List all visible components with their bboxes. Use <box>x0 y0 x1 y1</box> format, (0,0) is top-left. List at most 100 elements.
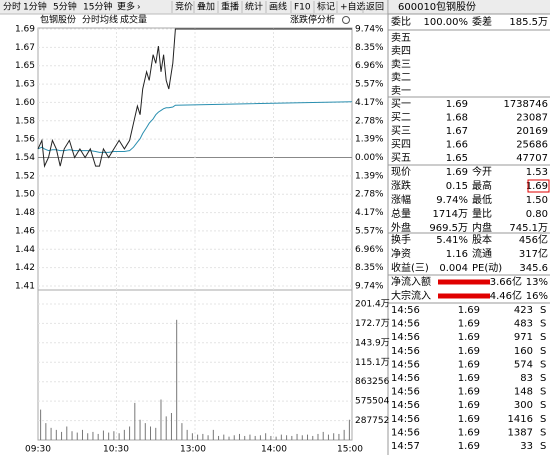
price-line <box>37 28 352 168</box>
quote-value: 969.5万 <box>429 223 468 234</box>
toolbar-button[interactable]: 统计 <box>245 1 263 13</box>
trade-side: S <box>540 414 546 425</box>
tab[interactable]: 1分钟 <box>23 1 47 13</box>
toolbar-button[interactable]: 竞价 <box>175 1 193 13</box>
panel-text: 委差 <box>472 15 492 28</box>
quote-label: 涨幅 <box>391 193 411 206</box>
price-tick: 1.48 <box>15 208 35 218</box>
ask-label: 卖五 <box>391 32 411 44</box>
trade-price: 1.69 <box>458 414 480 425</box>
trade-price: 1.69 <box>458 427 480 438</box>
pct-tick: 6.96% <box>355 245 384 255</box>
stock-name: 包钢股份 <box>40 14 76 26</box>
panel-text: 委比 <box>391 15 411 28</box>
quote-label: 最高 <box>472 179 492 192</box>
panel-header <box>389 0 550 14</box>
flow-pct: 13% <box>526 277 548 288</box>
high-box <box>527 179 550 193</box>
toolbar-button[interactable]: 画线 <box>269 1 287 13</box>
pct-tick: 9.74% <box>355 25 384 35</box>
more-arrow: › <box>137 3 141 13</box>
quote-value: 1.69 <box>526 181 548 192</box>
fund-label: 收益(三) <box>391 261 429 274</box>
tab[interactable]: 5分钟 <box>53 1 77 13</box>
price-tick: 1.42 <box>15 263 35 273</box>
trade-price: 1.69 <box>458 319 480 330</box>
time-label: 10:30 <box>103 445 129 455</box>
fund-label: PE(动) <box>472 262 502 274</box>
pct-tick: 2.78% <box>355 190 384 200</box>
ask-label: 卖二 <box>391 72 411 84</box>
trade-qty: 148 <box>514 387 533 398</box>
ask-label: 卖四 <box>391 45 411 57</box>
price-tick: 1.69 <box>15 25 35 35</box>
price-tick: 1.41 <box>15 282 35 292</box>
toolbar-button[interactable]: F10 <box>294 3 311 13</box>
trade-qty: 574 <box>514 359 533 370</box>
trade-side: S <box>540 332 546 343</box>
quote-value: 745.1万 <box>509 223 548 234</box>
vol-tick: 143.9万 <box>355 338 390 348</box>
toolbar-button[interactable]: +自选 <box>340 1 366 13</box>
chart-tab[interactable]: 均线 <box>100 14 118 26</box>
trade-side: S <box>540 359 546 370</box>
trade-side: S <box>540 400 546 411</box>
trade-time: 14:57 <box>391 441 420 452</box>
price-tick: 1.63 <box>15 80 35 90</box>
flow-amount: 4.46亿 <box>490 289 522 302</box>
fund-value: 5.41% <box>436 235 468 246</box>
bid-price: 1.66 <box>446 140 468 151</box>
trade-side: S <box>540 387 546 398</box>
flow-pct: 16% <box>526 291 548 302</box>
bid-price: 1.67 <box>446 126 468 137</box>
chart-tab[interactable]: 分时 <box>82 14 100 26</box>
pct-tick: 4.17% <box>355 208 384 218</box>
trade-price: 1.69 <box>458 305 480 316</box>
bid-label: 买三 <box>391 125 411 137</box>
trade-time: 14:56 <box>391 332 420 343</box>
fund-value: 345.6 <box>519 263 548 274</box>
fund-value: 456亿 <box>519 233 548 246</box>
trade-qty: 423 <box>514 305 533 316</box>
trade-price: 1.69 <box>458 387 480 398</box>
bid-price: 1.69 <box>446 99 468 110</box>
price-tick: 1.60 <box>15 98 35 108</box>
toolbar-button[interactable]: 重播 <box>221 1 239 13</box>
bid-price: 1.68 <box>446 113 468 124</box>
toolbar-button[interactable]: 返回 <box>366 1 384 13</box>
quote-value: 1714万 <box>433 209 468 220</box>
bid-price: 1.65 <box>446 153 468 164</box>
quote-value: 1.50 <box>526 195 548 206</box>
trade-time: 14:56 <box>391 319 420 330</box>
limit-analysis[interactable]: 涨跌停分析 <box>290 14 335 26</box>
tab[interactable]: 15分钟 <box>83 1 112 13</box>
vol-tick: 575504 <box>355 397 390 407</box>
tab[interactable]: 更多 <box>117 1 135 13</box>
trade-time: 14:56 <box>391 359 420 370</box>
trade-price: 1.69 <box>458 332 480 343</box>
trade-qty: 1387 <box>508 427 533 438</box>
pct-tick: 1.39% <box>355 135 384 145</box>
settings-icon[interactable] <box>342 16 350 24</box>
price-tick: 1.65 <box>15 61 35 71</box>
chart-tab[interactable]: 成交量 <box>120 14 147 26</box>
toolbar-button[interactable]: 叠加 <box>197 2 215 13</box>
flow-label: 净流入额 <box>391 275 431 288</box>
pct-tick: 5.57% <box>355 80 384 90</box>
ask-label: 卖一 <box>391 85 411 97</box>
tab[interactable]: 分时 <box>3 1 21 13</box>
trade-side: S <box>540 427 546 438</box>
trade-qty: 33 <box>520 441 533 452</box>
flow-label: 大宗流入 <box>391 289 431 302</box>
bid-qty: 47707 <box>516 153 548 164</box>
toolbar-button[interactable]: 标记 <box>317 1 335 13</box>
fund-label: 换手 <box>391 233 411 246</box>
quote-label: 最低 <box>472 193 492 206</box>
trade-price: 1.69 <box>458 359 480 370</box>
bid-qty: 23087 <box>516 113 548 124</box>
quote-value: 0.15 <box>446 181 468 192</box>
trade-price: 1.69 <box>458 346 480 357</box>
bid-qty: 25686 <box>516 140 548 151</box>
quote-label: 今开 <box>472 165 492 178</box>
